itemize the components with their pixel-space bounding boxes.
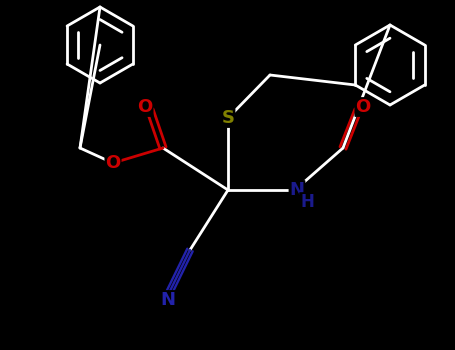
Text: N: N — [289, 181, 304, 199]
Text: N: N — [161, 291, 176, 309]
Text: O: O — [355, 98, 371, 116]
Text: O: O — [106, 154, 121, 172]
Text: H: H — [300, 193, 314, 211]
Text: S: S — [222, 109, 234, 127]
Text: O: O — [137, 98, 152, 116]
